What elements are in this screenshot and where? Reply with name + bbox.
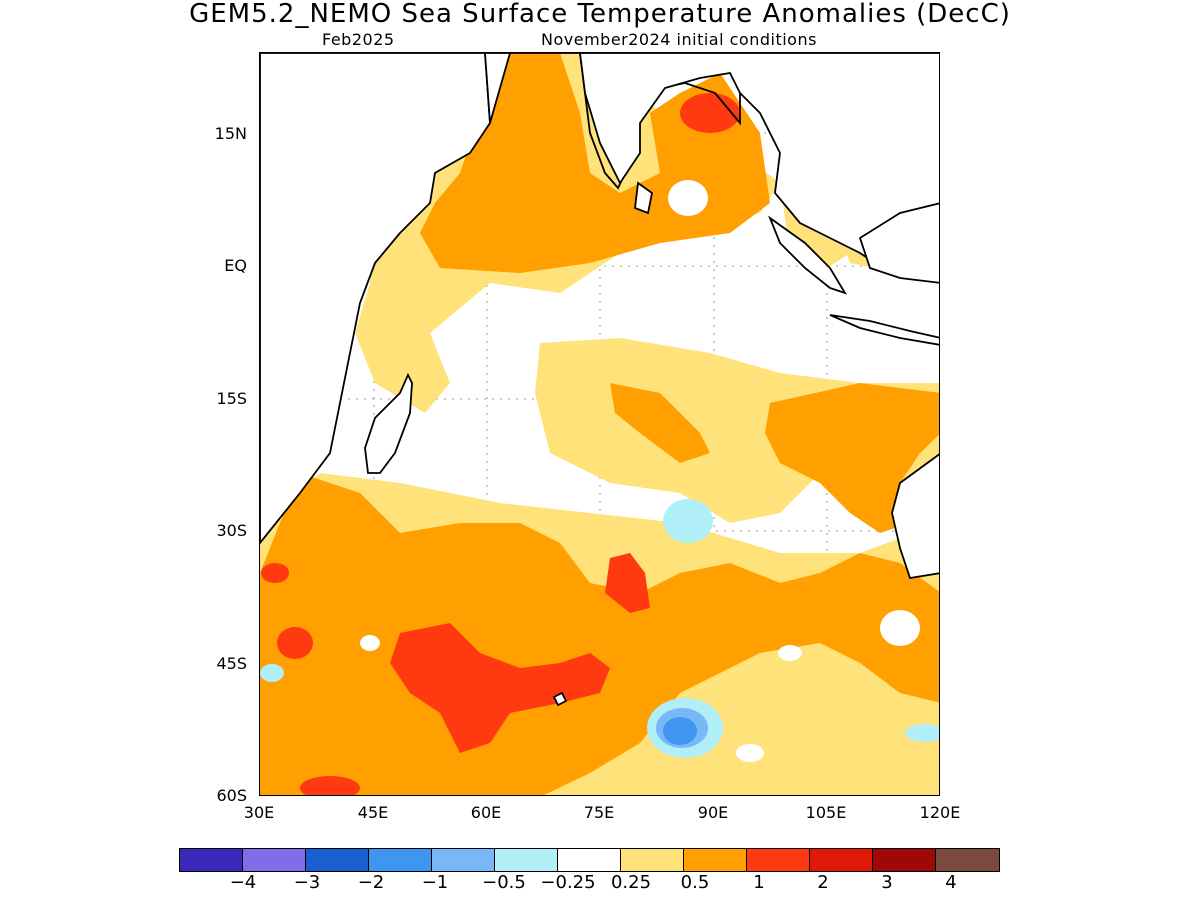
colorbar xyxy=(179,848,1000,872)
colorbar-label: −2 xyxy=(357,872,385,893)
colorbar-label: 4 xyxy=(945,872,957,893)
colorbar-swatch xyxy=(306,849,369,871)
valid-month-label: Feb2025 xyxy=(322,30,395,49)
lon-label-60e: 60E xyxy=(470,803,502,822)
lon-label-75e: 75E xyxy=(583,803,615,822)
colorbar-label: 2 xyxy=(817,872,829,893)
colorbar-swatch xyxy=(180,849,243,871)
colorbar-label: −0.25 xyxy=(540,872,596,893)
colorbar-swatch xyxy=(621,849,684,871)
lat-label-eq: EQ xyxy=(224,256,247,275)
colorbar-label: −4 xyxy=(229,872,257,893)
lat-label-30s: 30S xyxy=(216,521,247,540)
colorbar-label: −1 xyxy=(421,872,449,893)
anomaly-red xyxy=(261,93,740,795)
lon-label-30e: 30E xyxy=(243,803,275,822)
colorbar-swatch xyxy=(558,849,621,871)
map-title: GEM5.2_NEMO Sea Surface Temperature Anom… xyxy=(189,0,1011,29)
colorbar-swatch xyxy=(369,849,432,871)
colorbar-swatch xyxy=(495,849,558,871)
colorbar-swatch xyxy=(684,849,747,871)
lon-label-105e: 105E xyxy=(805,803,847,822)
lat-label-15n: 15N xyxy=(214,124,247,143)
colorbar-label: −0.5 xyxy=(482,872,526,893)
map-canvas xyxy=(260,53,939,795)
anomaly-negative xyxy=(260,499,939,758)
colorbar-swatch xyxy=(873,849,936,871)
colorbar-label: 3 xyxy=(881,872,893,893)
coastlines xyxy=(260,53,939,707)
colorbar-label: −3 xyxy=(293,872,321,893)
lon-label-90e: 90E xyxy=(697,803,729,822)
colorbar-label: 1 xyxy=(753,872,765,893)
sst-anomaly-map xyxy=(259,52,940,796)
lon-label-120e: 120E xyxy=(919,803,961,822)
neutral-pockets xyxy=(360,180,920,762)
lat-label-15s: 15S xyxy=(216,389,247,408)
lon-label-45e: 45E xyxy=(357,803,389,822)
init-conditions-label: November2024 initial conditions xyxy=(541,30,817,49)
colorbar-swatch xyxy=(810,849,873,871)
colorbar-swatch xyxy=(747,849,810,871)
colorbar-swatch xyxy=(243,849,306,871)
colorbar-label: 0.25 xyxy=(610,872,652,893)
lat-label-45s: 45S xyxy=(216,654,247,673)
colorbar-swatch xyxy=(936,849,999,871)
colorbar-label: 0.5 xyxy=(680,872,710,893)
lat-label-60s: 60S xyxy=(216,786,247,805)
colorbar-swatch xyxy=(432,849,495,871)
